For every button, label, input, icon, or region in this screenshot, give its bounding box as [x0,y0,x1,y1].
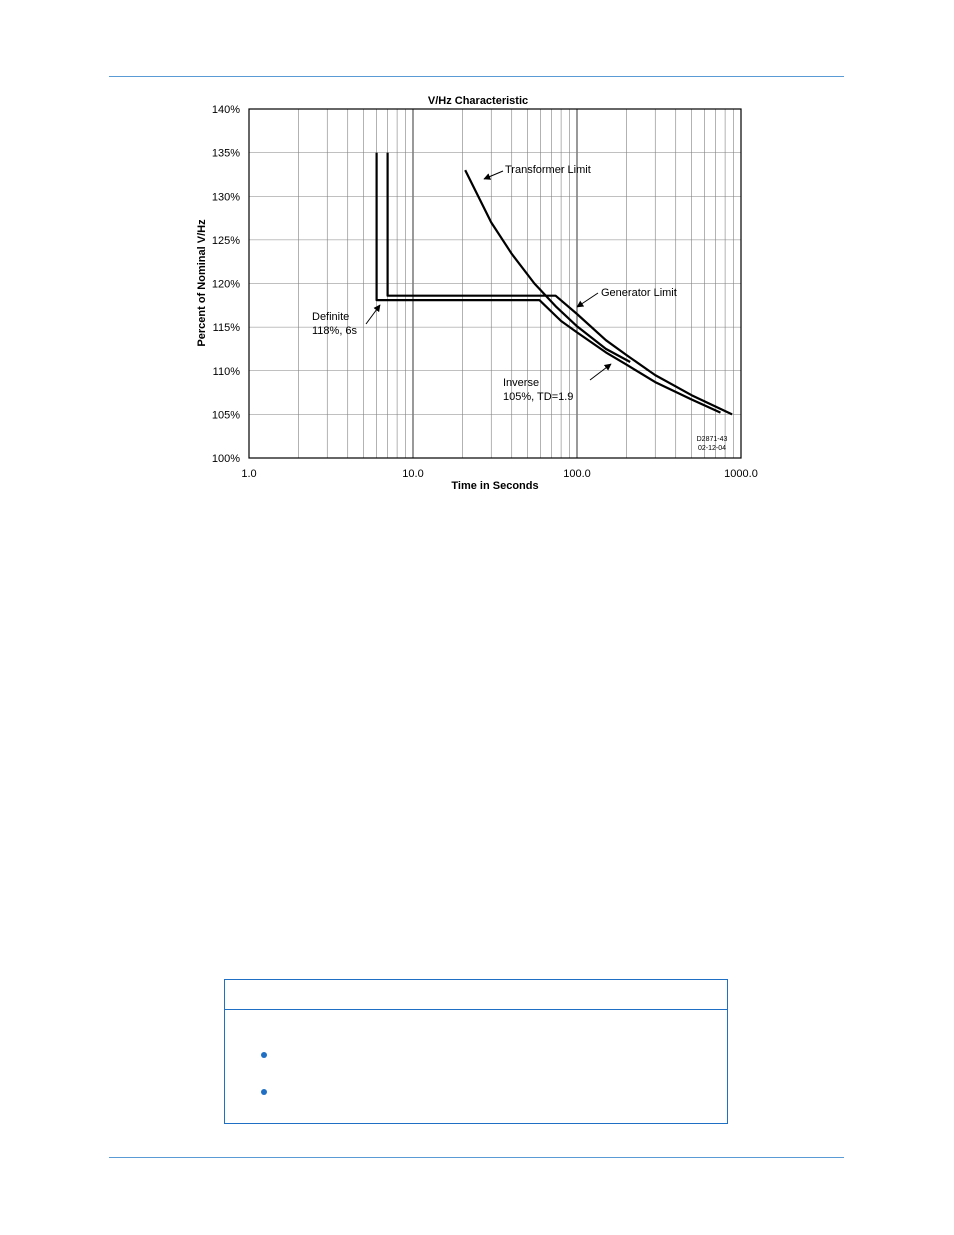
y-tick-label: 110% [213,366,241,378]
footer-rule [109,1157,844,1158]
bullet-icon [261,1052,267,1058]
note-box [224,979,728,1124]
definite-arrow [365,304,381,325]
transformer-curve [464,169,631,363]
drawing-number: D2871-43 [697,436,728,443]
y-tick-label: 140% [212,104,240,116]
plot-frame [248,108,742,459]
generator-curve [386,152,733,416]
y-tick-label: 135% [212,148,240,160]
y-tick-label: 120% [212,279,240,291]
x-tick-label: 1.0 [241,468,256,480]
y-tick-label: 100% [212,453,240,465]
generator-limit-label: Generator Limit [601,287,677,299]
header-rule [109,76,844,77]
y-tick-label: 125% [212,235,240,247]
note-box-header [225,980,727,1010]
transformer-arrow [483,170,504,180]
x-tick-label: 10.0 [402,468,423,480]
y-tick-labels: 100% 105% 110% 115% 120% 125% 130% 135% 140% [212,104,240,465]
definite-label: Definite [312,311,349,323]
vhz-chart: 100% 105% 110% 115% 120% 125% 130% 135% 140% 1.0… [196,95,758,492]
bullet-icon [261,1089,267,1095]
y-tick-label: 130% [212,191,240,203]
definite-inverse-curve [375,152,721,414]
inverse-setting-label: 105%, TD=1.9 [503,391,573,403]
x-tick-label: 1000.0 [724,468,758,480]
inverse-label: Inverse [503,377,539,389]
chart-title: V/Hz Characteristic [428,95,528,107]
inverse-arrow [589,363,612,381]
definite-setting-label: 118%, 6s [312,325,358,337]
y-axis-label: Percent of Nominal V/Hz [196,219,208,347]
drawing-date: 02-12-04 [698,445,726,452]
curves [375,152,733,416]
y-tick-label: 115% [213,322,241,334]
y-tick-label: 105% [212,409,240,421]
grid-lines [249,109,741,458]
x-tick-labels: 1.0 10.0 100.0 1000.0 [241,468,757,480]
transformer-limit-label: Transformer Limit [505,164,591,176]
generator-arrow [576,292,599,308]
x-tick-label: 100.0 [563,468,591,480]
x-axis-label: Time in Seconds [451,480,538,492]
